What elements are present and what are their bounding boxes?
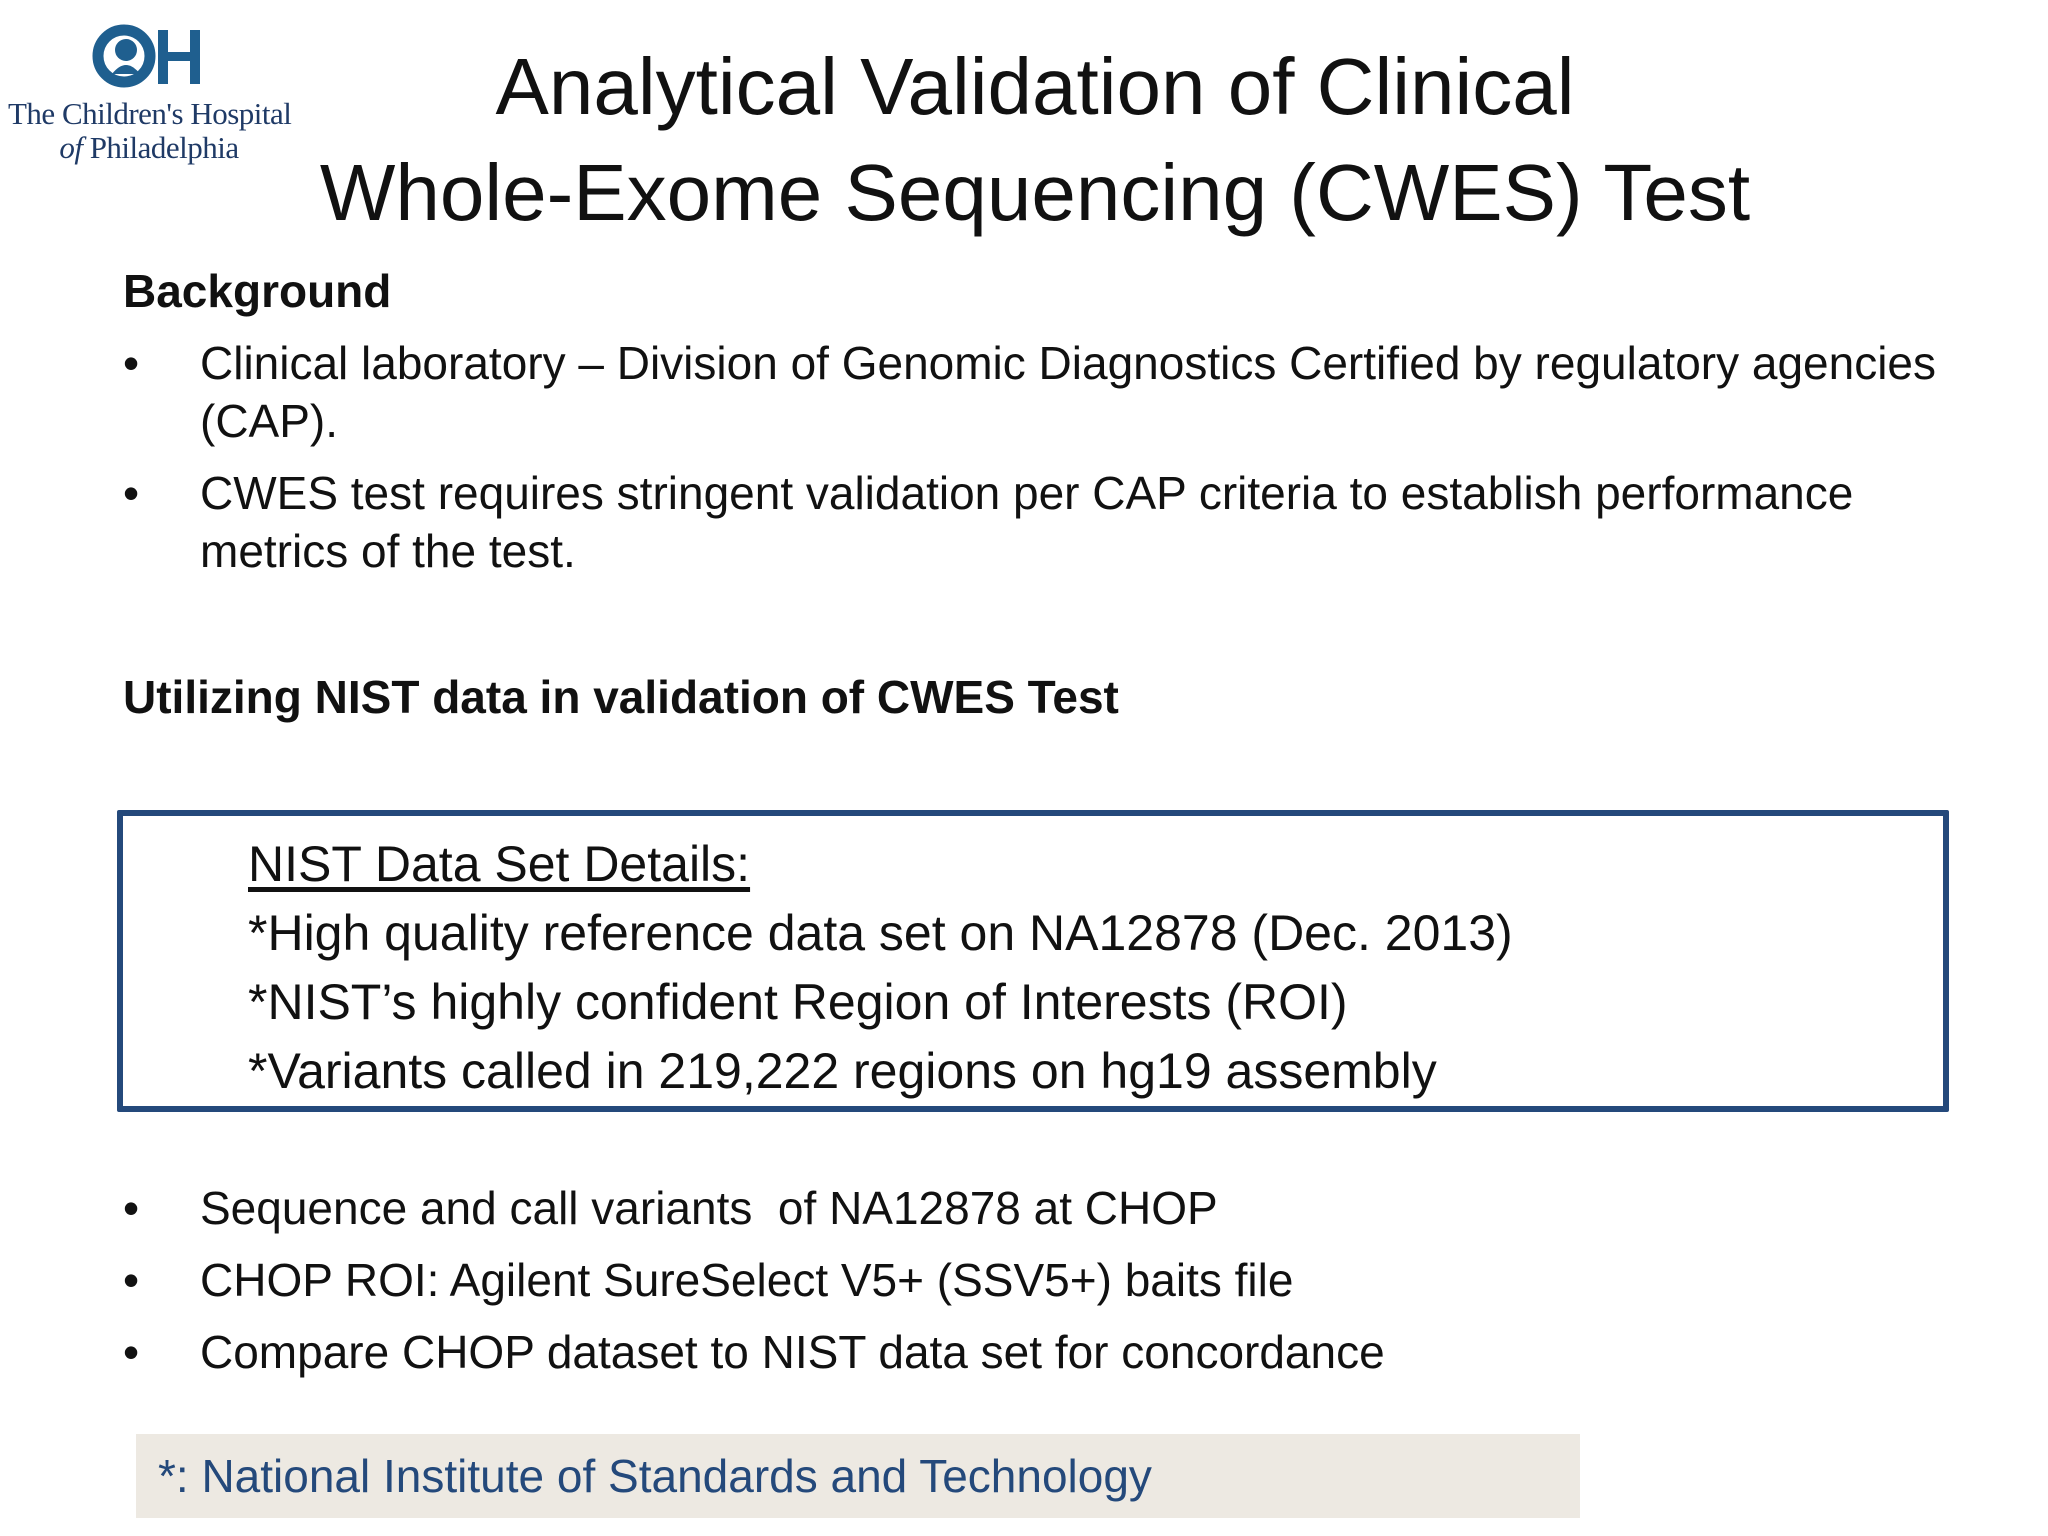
list-item: • Clinical laboratory – Division of Geno… <box>123 334 1953 450</box>
footnote: *: National Institute of Standards and T… <box>136 1434 1580 1518</box>
slide-title-line2: Whole-Exome Sequencing (CWES) Test <box>319 148 1751 237</box>
nist-detail-line: *NIST’s highly confident Region of Inter… <box>248 974 1348 1030</box>
nist-details-title: NIST Data Set Details: <box>248 836 751 892</box>
list-item: • CWES test requires stringent validatio… <box>123 464 1953 580</box>
logo-text-line2: of Philadelphia <box>8 130 290 166</box>
nist-details-content: NIST Data Set Details: *High quality ref… <box>248 830 1513 1106</box>
nist-section-heading: Utilizing NIST data in validation of CWE… <box>123 671 1119 723</box>
bullet-marker: • <box>123 1254 140 1306</box>
bullet-marker: • <box>123 1182 140 1234</box>
chop-steps-list: • Sequence and call variants of NA12878 … <box>123 1172 1823 1388</box>
nist-detail-line: *Variants called in 219,222 regions on h… <box>248 1043 1437 1099</box>
background-heading: Background <box>123 265 392 317</box>
list-item: • Compare CHOP dataset to NIST data set … <box>123 1316 1823 1388</box>
bullet-marker: • <box>123 337 140 389</box>
chop-logo: The Children's Hospital of Philadelphia <box>8 18 292 168</box>
chop-logo-mark-icon <box>92 24 200 88</box>
bullet-marker: • <box>123 1326 140 1378</box>
list-item-text: CHOP ROI: Agilent SureSelect V5+ (SSV5+)… <box>200 1254 1294 1306</box>
list-item: • Sequence and call variants of NA12878 … <box>123 1172 1823 1244</box>
slide-title-line1: Analytical Validation of Clinical <box>495 42 1575 131</box>
list-item-text: Sequence and call variants of NA12878 at… <box>200 1182 1218 1234</box>
bullet-marker: • <box>123 467 140 519</box>
logo-text-philadelphia: Philadelphia <box>89 130 239 165</box>
slide-title: Analytical Validation of Clinical Whole-… <box>260 34 1810 246</box>
list-item-text: Compare CHOP dataset to NIST data set fo… <box>200 1326 1385 1378</box>
list-item-text: Clinical laboratory – Division of Genomi… <box>200 337 1937 447</box>
background-list: • Clinical laboratory – Division of Geno… <box>123 334 1953 594</box>
nist-details-box: NIST Data Set Details: *High quality ref… <box>117 810 1949 1112</box>
logo-text-line1: The Children's Hospital <box>8 96 292 131</box>
list-item: • CHOP ROI: Agilent SureSelect V5+ (SSV5… <box>123 1244 1823 1316</box>
list-item-text: CWES test requires stringent validation … <box>200 467 1854 577</box>
nist-detail-line: *High quality reference data set on NA12… <box>248 905 1513 961</box>
logo-text-of: of <box>59 130 83 165</box>
